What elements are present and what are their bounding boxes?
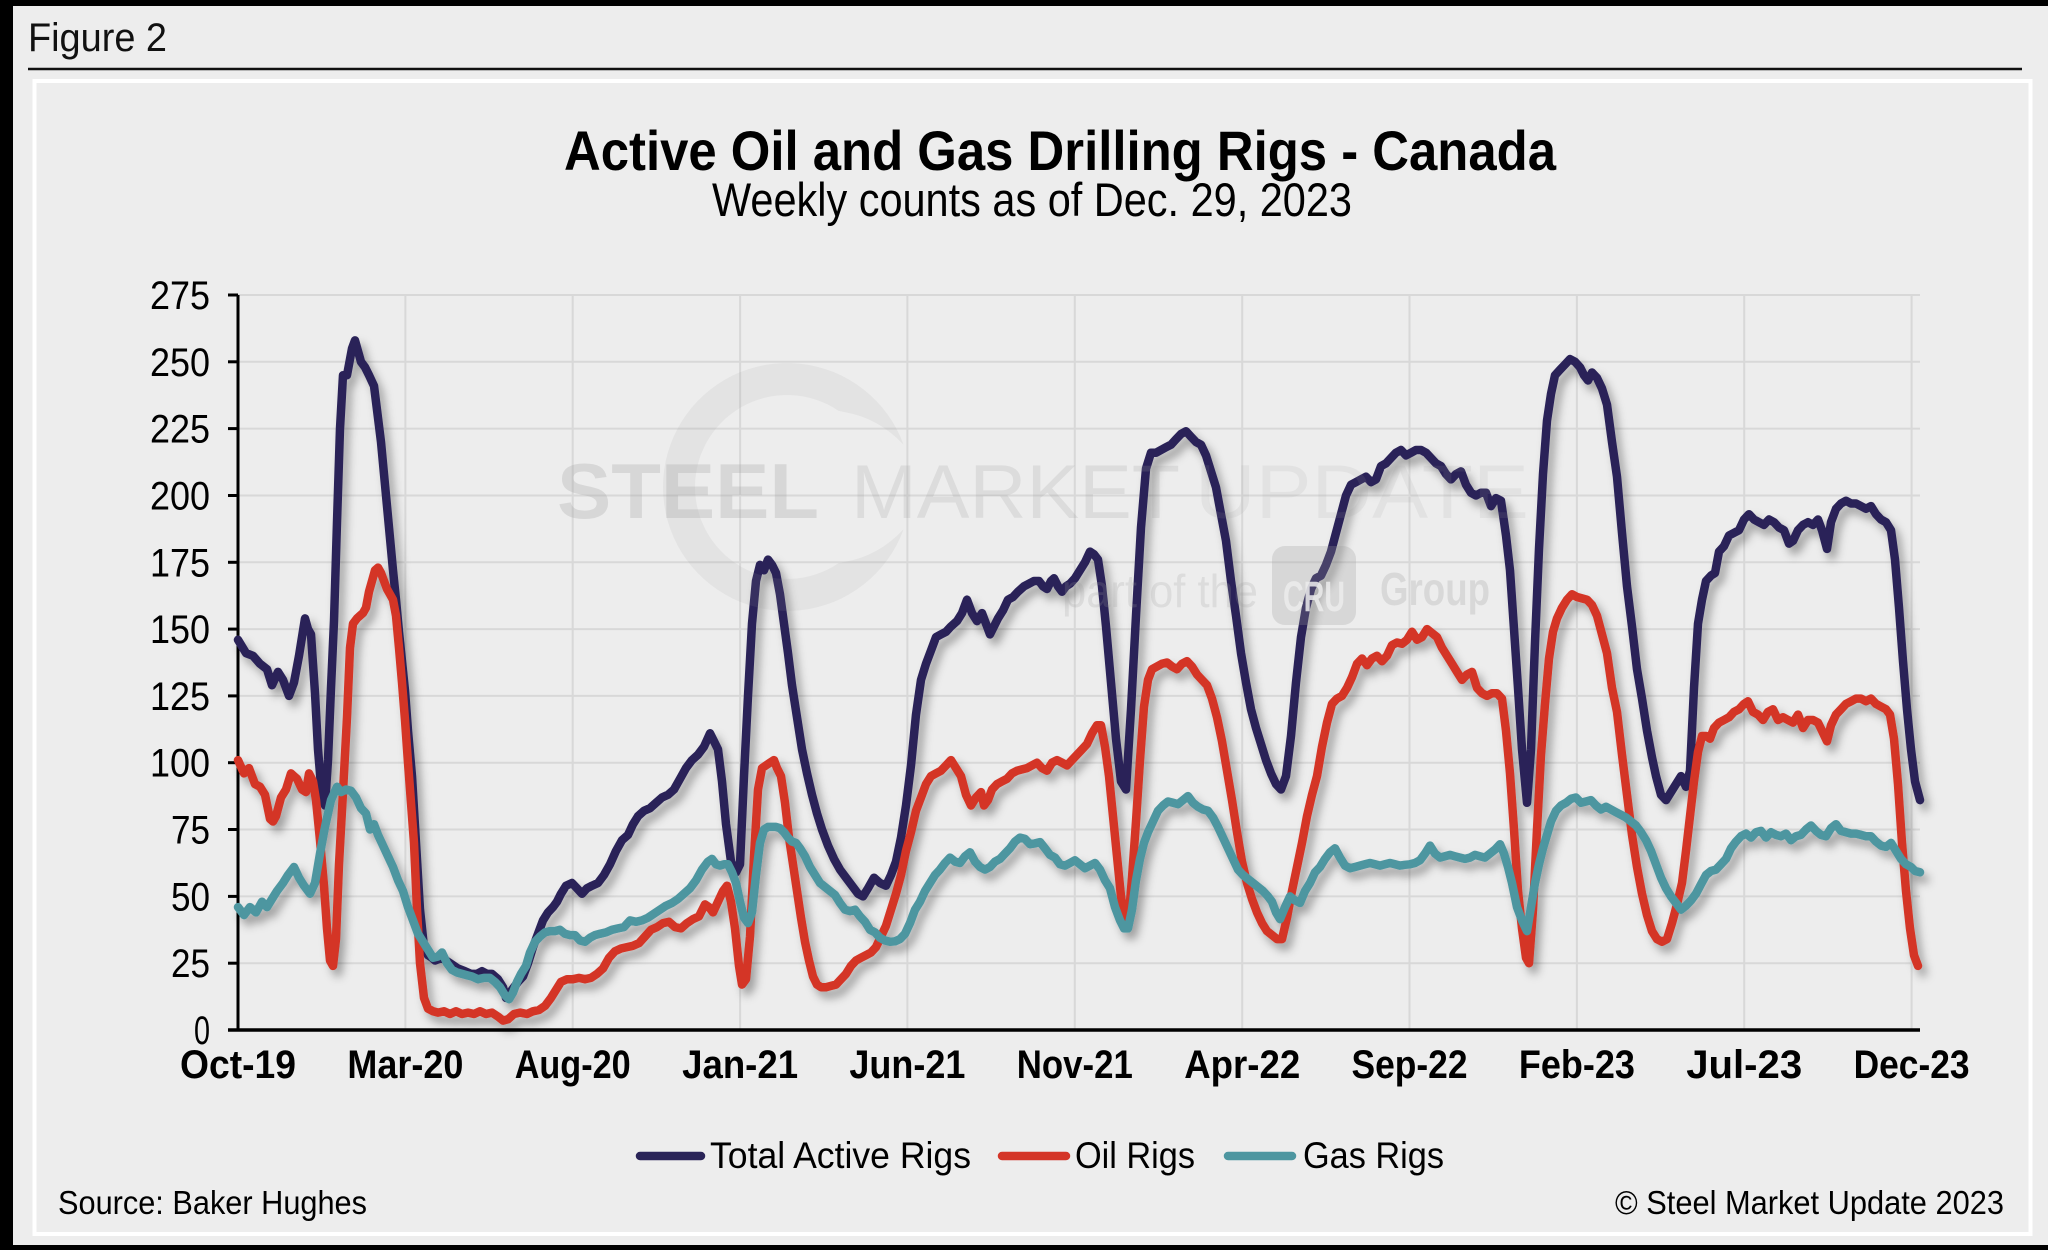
svg-text:Oct-19: Oct-19 <box>180 1043 296 1087</box>
svg-text:Oil Rigs: Oil Rigs <box>1075 1135 1195 1176</box>
svg-text:150: 150 <box>150 608 210 652</box>
svg-text:175: 175 <box>150 541 210 585</box>
svg-text:225: 225 <box>150 408 210 452</box>
svg-text:CRU: CRU <box>1283 573 1345 621</box>
svg-text:100: 100 <box>150 742 210 786</box>
svg-text:Group: Group <box>1380 563 1490 615</box>
svg-text:Nov-21: Nov-21 <box>1017 1043 1133 1087</box>
svg-text:200: 200 <box>150 475 210 519</box>
svg-text:Apr-22: Apr-22 <box>1184 1043 1300 1087</box>
svg-text:Source: Baker Hughes: Source: Baker Hughes <box>58 1184 367 1221</box>
svg-text:Active Oil and Gas Drilling Ri: Active Oil and Gas Drilling Rigs - Canad… <box>564 119 1557 182</box>
svg-text:0: 0 <box>194 1009 210 1053</box>
svg-text:Mar-20: Mar-20 <box>347 1043 463 1087</box>
svg-text:125: 125 <box>150 675 210 719</box>
svg-text:275: 275 <box>150 274 210 318</box>
svg-text:50: 50 <box>171 875 210 919</box>
svg-text:Total Active Rigs: Total Active Rigs <box>710 1135 971 1176</box>
svg-text:MARKET: MARKET <box>851 450 1180 535</box>
svg-text:STEEL: STEEL <box>557 447 819 535</box>
svg-text:Feb-23: Feb-23 <box>1519 1043 1635 1087</box>
svg-text:Jan-21: Jan-21 <box>682 1043 798 1087</box>
svg-text:Jul-23: Jul-23 <box>1686 1043 1802 1087</box>
svg-text:Figure 2: Figure 2 <box>28 16 167 60</box>
svg-text:Gas Rigs: Gas Rigs <box>1303 1135 1444 1176</box>
svg-text:part of the: part of the <box>1062 565 1258 617</box>
svg-text:Dec-23: Dec-23 <box>1854 1043 1970 1087</box>
svg-text:© Steel Market Update 2023: © Steel Market Update 2023 <box>1615 1184 2004 1221</box>
svg-text:Sep-22: Sep-22 <box>1352 1043 1468 1087</box>
svg-text:250: 250 <box>150 341 210 385</box>
svg-text:Weekly counts as of Dec. 29, 2: Weekly counts as of Dec. 29, 2023 <box>712 173 1352 226</box>
svg-text:75: 75 <box>171 809 210 853</box>
svg-text:25: 25 <box>171 942 210 986</box>
svg-text:UPDATE: UPDATE <box>1195 450 1529 535</box>
svg-text:Aug-20: Aug-20 <box>515 1043 631 1087</box>
svg-text:Jun-21: Jun-21 <box>849 1043 965 1087</box>
